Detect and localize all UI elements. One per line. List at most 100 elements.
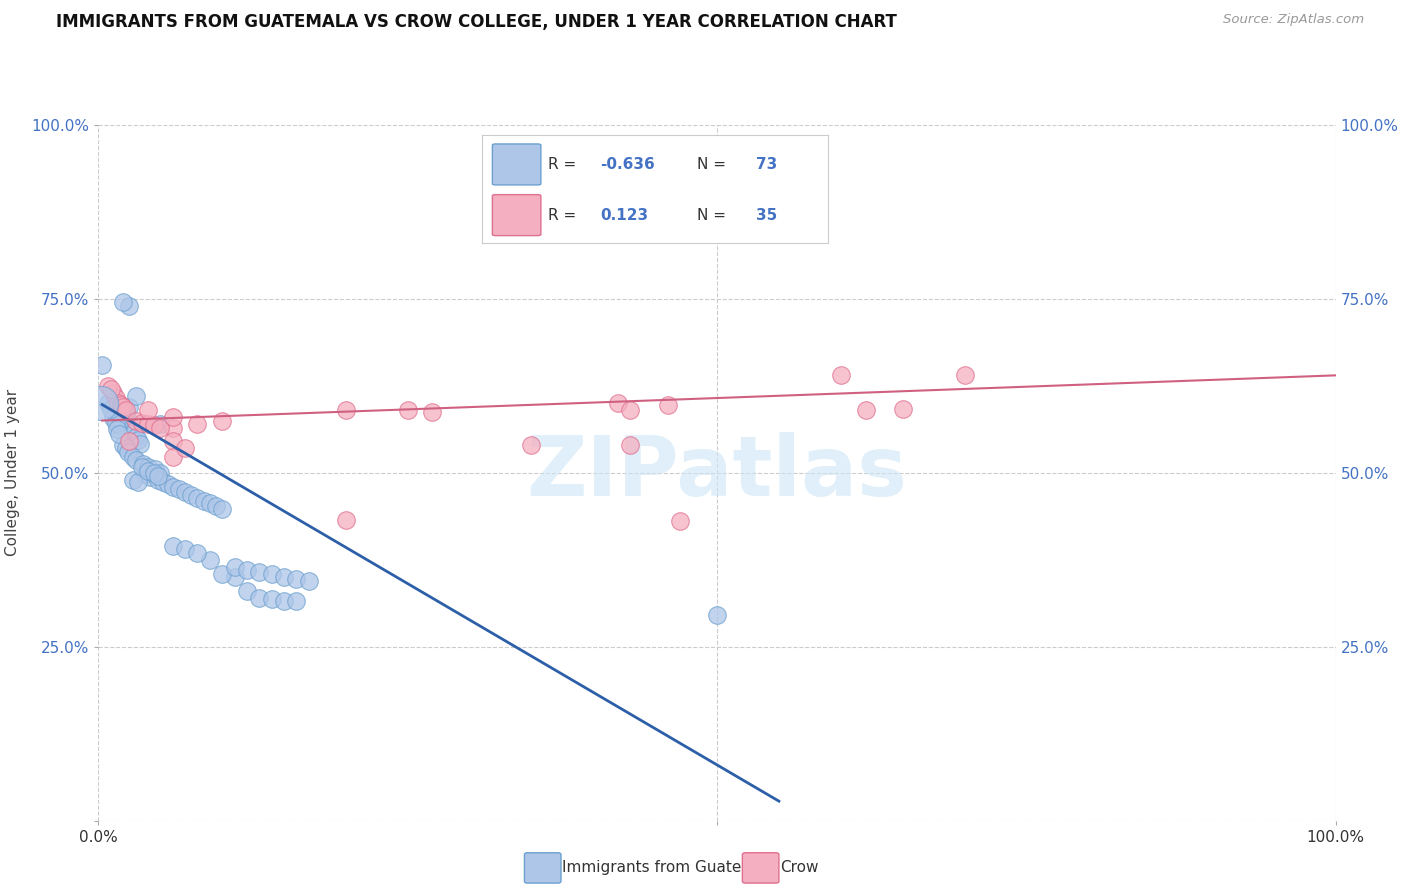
Point [180,488,202,502]
Point [422,404,444,418]
Point [335,513,357,527]
Point [105,422,128,436]
Point [162,450,184,465]
Point [619,438,641,452]
Point [136,460,159,475]
Point [162,434,184,449]
Point [112,400,135,414]
Point [285,572,308,586]
Point [131,416,153,430]
Point [118,400,141,414]
Point [127,475,149,489]
Point [120,422,142,436]
Point [224,559,246,574]
Point [90,396,112,410]
Point [124,429,146,443]
Point [186,417,208,431]
Point [124,453,146,467]
Point [131,460,153,475]
Point [891,401,914,416]
Point [211,502,233,516]
Point [162,539,184,553]
Point [285,594,308,608]
Point [124,389,146,403]
Text: ZIPatlas: ZIPatlas [527,433,907,513]
Point [108,426,131,441]
Point [110,414,132,428]
Point [830,368,852,383]
Point [122,425,145,440]
Point [143,466,166,480]
Point [198,496,221,510]
Point [260,592,283,607]
Point [236,584,259,599]
Point [335,403,357,417]
Point [174,442,197,456]
Point [104,416,127,430]
Point [669,515,692,529]
Point [167,483,190,497]
Point [104,391,127,405]
Point [273,570,295,584]
Point [193,493,215,508]
Point [152,475,174,489]
Point [114,442,136,456]
Point [198,552,221,567]
Point [132,457,155,471]
Point [186,546,208,560]
Point [247,565,270,579]
Point [103,385,125,400]
Point [298,574,321,588]
Point [396,403,419,417]
Point [129,436,152,450]
Point [156,476,179,491]
Point [112,400,135,414]
Point [110,398,132,412]
Text: Crow: Crow [780,861,818,875]
Point [114,403,136,417]
Point [122,473,145,487]
Point [97,396,120,410]
Point [174,485,197,500]
Point [273,594,295,608]
Point [146,473,169,487]
Point [174,542,197,557]
Point [112,438,135,452]
Point [205,499,228,513]
Point [162,480,184,494]
Point [953,368,976,383]
Point [211,566,233,581]
Point [103,411,125,425]
Point [657,398,679,412]
Point [136,403,159,417]
Point [146,468,169,483]
Point [124,414,146,428]
Point [117,417,139,431]
Text: Immigrants from Guatemala: Immigrants from Guatemala [562,861,780,875]
Point [107,396,129,410]
Point [134,467,156,482]
Text: IMMIGRANTS FROM GUATEMALA VS CROW COLLEGE, UNDER 1 YEAR CORRELATION CHART: IMMIGRANTS FROM GUATEMALA VS CROW COLLEG… [56,13,897,31]
Point [224,570,246,584]
Point [706,608,728,623]
Point [211,414,233,428]
Point [247,591,270,605]
Point [127,433,149,447]
Text: Source: ZipAtlas.com: Source: ZipAtlas.com [1223,13,1364,27]
Point [619,403,641,417]
Point [143,462,166,476]
Point [236,563,259,577]
Point [162,420,184,434]
Point [118,299,141,313]
Point [607,396,630,410]
Point [107,418,129,433]
Point [114,407,136,421]
Point [136,417,159,431]
Point [112,295,135,310]
Point [117,445,139,459]
Point [91,358,114,372]
Point [118,434,141,449]
Point [855,403,877,417]
Point [143,418,166,433]
Point [149,466,172,480]
